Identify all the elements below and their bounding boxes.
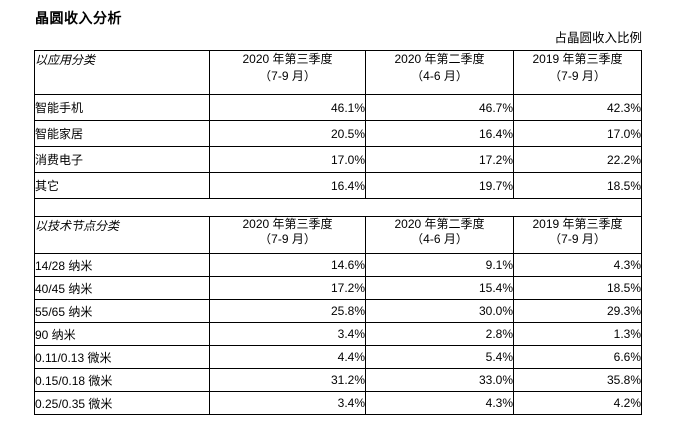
quarter-header-line2: （4-6 月）: [411, 69, 468, 83]
quarter-header-line1: 2020 年第二季度: [394, 52, 485, 66]
table-separator-row: [34, 198, 642, 217]
row-label: 智能家居: [34, 120, 210, 147]
value-cell: 30.0%: [365, 299, 514, 323]
value-cell: 15.4%: [365, 276, 514, 300]
row-label: 14/28 纳米: [34, 253, 210, 277]
quarter-header-line2: （7-9 月）: [549, 232, 606, 246]
node-table-header-row: 以技术节点分类 2020 年第三季度 （7-9 月） 2020 年第二季度 （4…: [34, 216, 642, 254]
table-row: 0.11/0.13 微米 4.4% 5.4% 6.6%: [34, 345, 642, 369]
value-cell: 16.4%: [209, 172, 366, 199]
quarter-header-line2: （7-9 月）: [259, 232, 316, 246]
value-cell: 4.3%: [365, 391, 514, 415]
value-cell: 17.2%: [209, 276, 366, 300]
value-cell: 4.4%: [209, 345, 366, 369]
value-cell: 25.8%: [209, 299, 366, 323]
quarter-header-2020q3: 2020 年第三季度 （7-9 月）: [209, 50, 366, 95]
value-cell: 46.1%: [209, 94, 366, 121]
quarter-header-line1: 2019 年第三季度: [532, 217, 623, 232]
table-unit-note: 占晶圆收入比例: [554, 31, 642, 45]
row-label: 0.11/0.13 微米: [34, 345, 210, 369]
node-category-header: 以技术节点分类: [34, 216, 210, 254]
value-cell: 33.0%: [365, 368, 514, 392]
table-row: 智能家居 20.5% 16.4% 17.0%: [34, 120, 642, 147]
table-row: 智能手机 46.1% 46.7% 42.3%: [34, 94, 642, 121]
value-cell: 19.7%: [365, 172, 514, 199]
value-cell: 17.0%: [513, 120, 642, 147]
row-label: 消费电子: [34, 146, 210, 173]
value-cell: 5.4%: [365, 345, 514, 369]
wafer-revenue-table: 以应用分类 2020 年第三季度 （7-9 月） 2020 年第二季度 （4-6…: [34, 50, 642, 415]
quarter-header-line1: 2020 年第二季度: [394, 217, 485, 232]
value-cell: 20.5%: [209, 120, 366, 147]
quarter-header-line1: 2020 年第三季度: [242, 52, 333, 66]
quarter-header-2020q2: 2020 年第二季度 （4-6 月）: [365, 50, 514, 95]
value-cell: 3.4%: [209, 391, 366, 415]
application-category-header: 以应用分类: [34, 50, 210, 95]
quarter-header-line2: （7-9 月）: [549, 69, 606, 83]
table-row: 0.25/0.35 微米 3.4% 4.3% 4.2%: [34, 391, 642, 415]
row-label: 55/65 纳米: [34, 299, 210, 323]
row-label: 90 纳米: [34, 322, 210, 346]
value-cell: 22.2%: [513, 146, 642, 173]
value-cell: 35.8%: [513, 368, 642, 392]
value-cell: 17.0%: [209, 146, 366, 173]
separator-cell: [34, 198, 642, 217]
value-cell: 29.3%: [513, 299, 642, 323]
value-cell: 31.2%: [209, 368, 366, 392]
table-row: 90 纳米 3.4% 2.8% 1.3%: [34, 322, 642, 346]
row-label: 智能手机: [34, 94, 210, 121]
value-cell: 9.1%: [365, 253, 514, 277]
quarter-header-line2: （7-9 月）: [259, 69, 316, 83]
table-row: 14/28 纳米 14.6% 9.1% 4.3%: [34, 253, 642, 277]
value-cell: 16.4%: [365, 120, 514, 147]
value-cell: 14.6%: [209, 253, 366, 277]
quarter-header-2019q3: 2019 年第三季度 （7-9 月）: [513, 216, 642, 254]
value-cell: 2.8%: [365, 322, 514, 346]
quarter-header-line1: 2020 年第三季度: [242, 217, 333, 232]
quarter-header-line2: （4-6 月）: [411, 232, 468, 246]
table-row: 0.15/0.18 微米 31.2% 33.0% 35.8%: [34, 368, 642, 392]
table-row: 其它 16.4% 19.7% 18.5%: [34, 172, 642, 199]
value-cell: 18.5%: [513, 172, 642, 199]
table-row: 消费电子 17.0% 17.2% 22.2%: [34, 146, 642, 173]
value-cell: 4.2%: [513, 391, 642, 415]
table-row: 55/65 纳米 25.8% 30.0% 29.3%: [34, 299, 642, 323]
quarter-header-2020q2: 2020 年第二季度 （4-6 月）: [365, 216, 514, 254]
value-cell: 17.2%: [365, 146, 514, 173]
table-row: 40/45 纳米 17.2% 15.4% 18.5%: [34, 276, 642, 300]
value-cell: 18.5%: [513, 276, 642, 300]
value-cell: 42.3%: [513, 94, 642, 121]
value-cell: 4.3%: [513, 253, 642, 277]
row-label: 0.15/0.18 微米: [34, 368, 210, 392]
value-cell: 6.6%: [513, 345, 642, 369]
page-title: 晶圆收入分析: [35, 10, 122, 26]
application-table-header-row: 以应用分类 2020 年第三季度 （7-9 月） 2020 年第二季度 （4-6…: [34, 50, 642, 95]
value-cell: 3.4%: [209, 322, 366, 346]
value-cell: 46.7%: [365, 94, 514, 121]
row-label: 其它: [34, 172, 210, 199]
row-label: 40/45 纳米: [34, 276, 210, 300]
quarter-header-2019q3: 2019 年第三季度 （7-9 月）: [513, 50, 642, 95]
row-label: 0.25/0.35 微米: [34, 391, 210, 415]
quarter-header-2020q3: 2020 年第三季度 （7-9 月）: [209, 216, 366, 254]
quarter-header-line1: 2019 年第三季度: [532, 52, 623, 66]
value-cell: 1.3%: [513, 322, 642, 346]
